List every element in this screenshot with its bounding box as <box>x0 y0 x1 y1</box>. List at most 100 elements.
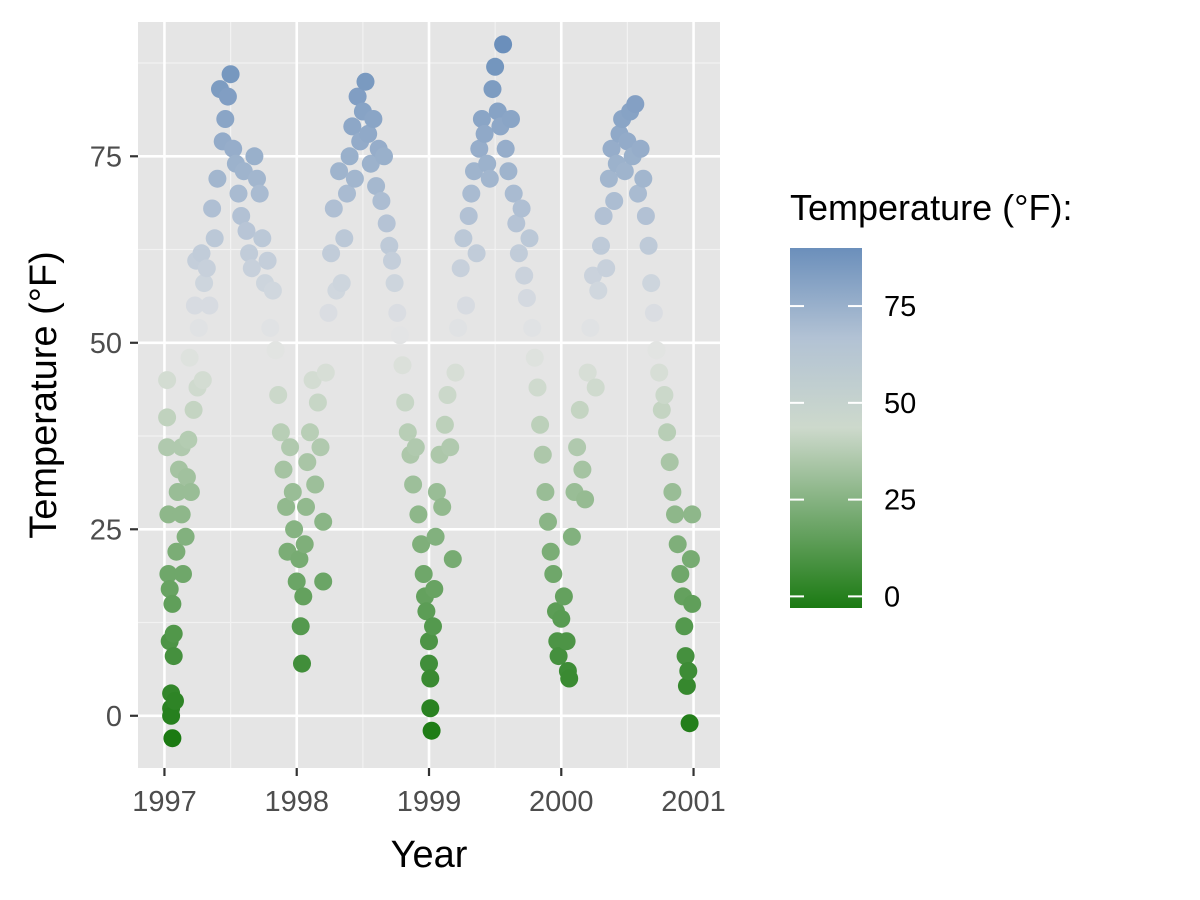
data-point <box>499 162 518 181</box>
data-point <box>570 400 589 419</box>
data-point <box>594 207 613 225</box>
data-point <box>562 527 581 546</box>
data-point <box>343 117 362 136</box>
x-tick-label: 1998 <box>264 786 329 818</box>
data-point <box>426 527 445 546</box>
data-point <box>652 400 671 419</box>
data-point <box>314 572 333 591</box>
data-point <box>675 617 694 636</box>
data-point <box>330 162 349 181</box>
data-point <box>504 184 523 203</box>
data-point <box>639 236 658 255</box>
data-point <box>166 691 184 710</box>
data-point <box>472 110 491 128</box>
data-point <box>488 102 507 121</box>
data-point <box>245 147 264 166</box>
y-tick-label: 75 <box>90 141 122 173</box>
data-point <box>525 348 544 367</box>
data-point <box>679 662 698 680</box>
data-point <box>224 139 243 158</box>
data-point <box>221 65 240 84</box>
data-point <box>573 460 592 479</box>
data-point <box>680 714 699 733</box>
data-point <box>483 80 502 99</box>
data-point <box>205 229 224 248</box>
data-point <box>446 363 465 382</box>
data-point <box>618 132 637 151</box>
data-point <box>683 594 702 613</box>
legend-title: Temperature (°F): <box>790 187 1072 228</box>
data-point <box>232 207 251 225</box>
data-point <box>375 147 393 166</box>
data-point <box>185 296 204 315</box>
data-point <box>517 289 536 307</box>
data-point <box>668 535 687 554</box>
y-axis-title: Temperature (°F) <box>23 251 65 539</box>
data-point <box>277 497 296 516</box>
data-point <box>340 147 359 166</box>
data-point <box>681 550 700 569</box>
data-point <box>316 363 335 382</box>
data-point <box>274 460 293 479</box>
data-point <box>164 624 183 643</box>
data-point <box>602 139 621 158</box>
data-point <box>294 587 313 606</box>
data-point <box>396 393 415 412</box>
data-point <box>258 251 277 270</box>
data-point <box>162 706 181 725</box>
data-point <box>367 177 386 196</box>
legend-tick-label: 50 <box>884 388 916 420</box>
data-point <box>496 139 515 158</box>
data-point <box>459 207 478 225</box>
data-point <box>261 318 280 337</box>
data-point <box>159 565 178 583</box>
legend-tick-label: 25 <box>884 485 916 517</box>
data-point <box>549 647 568 666</box>
data-point <box>420 632 438 651</box>
data-point <box>319 303 338 322</box>
data-point <box>642 274 661 293</box>
data-point <box>181 483 200 501</box>
data-point <box>605 192 624 210</box>
legend-tick-label: 0 <box>884 581 900 613</box>
data-point <box>417 602 436 621</box>
data-point <box>285 520 304 539</box>
data-point <box>435 415 454 434</box>
data-point <box>626 95 645 114</box>
data-point <box>414 565 433 583</box>
data-point <box>361 154 380 173</box>
data-point <box>438 386 457 404</box>
data-point <box>424 617 442 636</box>
data-point <box>528 378 547 397</box>
x-tick-label: 1997 <box>132 786 197 818</box>
data-point <box>158 438 177 457</box>
data-point <box>443 550 462 569</box>
data-points <box>158 35 702 748</box>
data-point <box>271 423 290 442</box>
data-point <box>634 169 653 188</box>
data-point <box>676 647 695 666</box>
data-point <box>172 505 191 524</box>
data-point <box>486 57 505 76</box>
data-point <box>552 609 571 628</box>
data-point <box>372 192 391 210</box>
data-point <box>338 184 356 203</box>
data-point <box>385 274 404 293</box>
data-point <box>631 139 650 158</box>
data-point <box>281 438 300 457</box>
data-point <box>306 475 325 494</box>
data-point <box>544 565 563 583</box>
data-point <box>478 154 497 173</box>
data-point <box>615 162 634 181</box>
data-point <box>586 378 605 397</box>
data-point <box>541 542 560 561</box>
data-point <box>253 229 272 248</box>
data-point <box>581 318 600 337</box>
data-point <box>380 236 399 255</box>
data-point <box>425 580 444 598</box>
data-point <box>248 169 266 188</box>
data-point <box>421 669 440 688</box>
data-point <box>589 281 608 300</box>
data-point <box>683 505 702 524</box>
